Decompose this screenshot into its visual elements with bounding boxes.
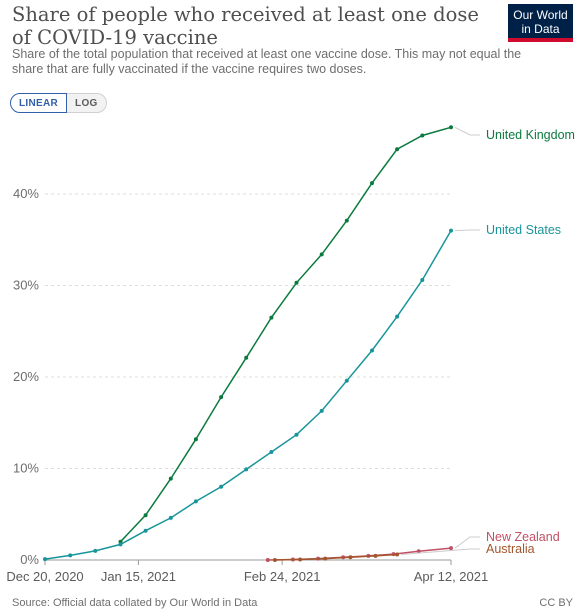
data-point-australia[interactable] (373, 553, 378, 558)
data-point-united-kingdom[interactable] (168, 476, 173, 481)
data-point-united-states[interactable] (395, 314, 400, 319)
data-point-new-zealand[interactable] (416, 549, 421, 554)
series-label-united-kingdom[interactable]: United Kingdom (486, 128, 575, 142)
data-point-australia[interactable] (298, 557, 303, 562)
data-point-united-states[interactable] (68, 553, 73, 558)
series-label-united-states[interactable]: United States (486, 223, 561, 237)
data-point-united-kingdom[interactable] (370, 181, 374, 186)
data-point-united-states[interactable] (449, 228, 453, 233)
data-point-united-states[interactable] (370, 348, 374, 353)
series-labels: United Kingdom United States New ZealandAu… (401, 126, 575, 556)
log-scale-button[interactable]: LOG (67, 93, 107, 113)
label-connector-new-zealand (454, 536, 480, 549)
label-connector-united-kingdom (454, 126, 480, 136)
data-point-united-states[interactable] (420, 278, 425, 282)
chart-title: Share of people who received at least on… (12, 3, 479, 49)
data-point-australia[interactable] (395, 552, 400, 557)
data-point-united-states[interactable] (269, 450, 274, 454)
license-link[interactable]: CC BY (539, 597, 573, 609)
grid-lines (45, 193, 451, 561)
scale-toggle: LINEAR LOG (10, 93, 107, 113)
x-axis-ticks: Dec 20, 2020 Jan 15, 2021 Feb 24, 2021 Apr … (6, 560, 488, 584)
x-tick-label: Feb 24, 2021 (244, 569, 321, 584)
x-tick-label: Jan 15, 2021 (101, 569, 176, 584)
linear-scale-button[interactable]: LINEAR (10, 93, 68, 113)
label-connector-united-states (454, 229, 480, 232)
y-axis-ticks: 0% 10% 20% 30% 40% (13, 186, 39, 567)
data-point-united-kingdom[interactable] (269, 315, 274, 320)
data-point-new-zealand[interactable] (449, 546, 453, 551)
data-point-united-states[interactable] (219, 484, 224, 489)
logo-line-1: Our World (513, 8, 568, 22)
data-point-united-kingdom[interactable] (449, 125, 453, 130)
source-note: Source: Official data collated by Our Wo… (12, 597, 258, 609)
owid-logo[interactable]: Our World in Data (508, 4, 573, 42)
data-point-united-kingdom[interactable] (294, 280, 299, 285)
chart-subtitle: Share of the total population that recei… (12, 47, 522, 76)
data-point-new-zealand[interactable] (265, 558, 270, 562)
data-point-united-kingdom[interactable] (344, 218, 349, 223)
data-point-united-kingdom[interactable] (395, 147, 400, 152)
data-point-united-states[interactable] (344, 378, 349, 383)
x-tick-label: Dec 20, 2020 (6, 569, 83, 584)
label-connector-australia (401, 548, 480, 555)
data-point-united-kingdom[interactable] (193, 437, 198, 442)
data-point-united-states[interactable] (143, 528, 148, 533)
series-group (43, 125, 453, 562)
y-tick-label: 0% (20, 552, 39, 567)
data-point-australia[interactable] (323, 556, 328, 561)
data-point-united-kingdom[interactable] (420, 133, 425, 138)
y-tick-label: 20% (13, 369, 39, 384)
y-tick-label: 10% (13, 461, 39, 476)
data-point-united-states[interactable] (168, 515, 173, 520)
y-tick-label: 40% (13, 186, 39, 201)
x-tick-label: Apr 12, 2021 (414, 569, 488, 584)
series-line-united-states[interactable] (44, 230, 452, 560)
data-point-united-states[interactable] (43, 557, 47, 562)
data-point-united-kingdom[interactable] (219, 395, 224, 400)
data-point-australia[interactable] (272, 558, 277, 562)
data-point-united-kingdom[interactable] (143, 513, 148, 518)
data-point-australia[interactable] (348, 555, 353, 560)
data-point-united-states[interactable] (319, 408, 324, 413)
series-line-new-zealand[interactable] (267, 547, 452, 561)
data-point-united-kingdom[interactable] (319, 252, 324, 257)
series-line-united-kingdom[interactable] (119, 126, 452, 543)
data-point-united-states[interactable] (118, 542, 123, 547)
logo-line-2: in Data (521, 22, 560, 36)
series-label-australia[interactable]: Australia (486, 542, 535, 556)
data-point-united-states[interactable] (294, 432, 299, 437)
y-tick-label: 30% (13, 278, 39, 293)
series-label-new-zealand[interactable]: New Zealand (486, 530, 560, 544)
data-point-united-states[interactable] (93, 548, 98, 553)
data-point-united-states[interactable] (193, 499, 198, 504)
series-line-australia[interactable] (274, 553, 398, 561)
data-point-united-kingdom[interactable] (244, 355, 249, 360)
data-point-united-states[interactable] (244, 467, 249, 472)
